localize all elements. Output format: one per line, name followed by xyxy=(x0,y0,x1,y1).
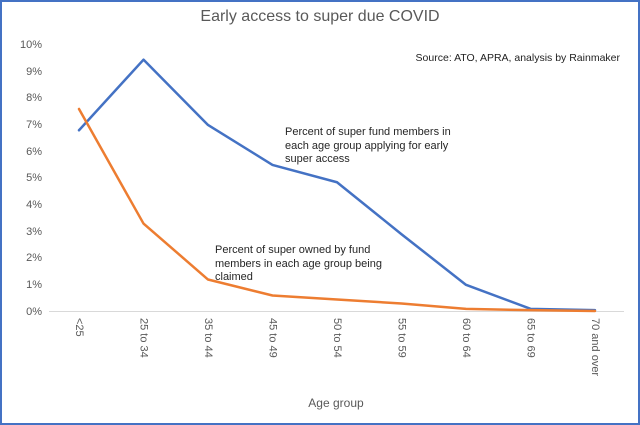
x-tick-label: <25 xyxy=(73,318,85,337)
x-tick-label: 45 to 49 xyxy=(266,318,279,358)
x-tick-label: 35 to 44 xyxy=(202,318,214,358)
y-tick-label: 9% xyxy=(26,65,42,78)
source-note: Source: ATO, APRA, analysis by Rainmaker xyxy=(415,52,620,64)
x-tick-label: 50 to 54 xyxy=(331,318,343,358)
y-tick-label: 5% xyxy=(26,172,42,185)
y-tick-label: 8% xyxy=(26,92,42,105)
y-tick-label: 10% xyxy=(19,39,42,51)
y-tick-label: 3% xyxy=(26,225,42,238)
y-tick-label: 7% xyxy=(26,118,42,131)
y-tick-label: 6% xyxy=(26,145,42,158)
chart-title: Early access to super due COVID xyxy=(200,8,440,25)
x-tick-label: 70 and over xyxy=(589,318,601,377)
x-tick-label: 60 to 64 xyxy=(460,318,472,358)
series-line-1 xyxy=(77,107,597,313)
series-annotation-owned: Percent of super owned by fund members i… xyxy=(215,244,382,283)
x-axis-title: Age group xyxy=(308,396,364,410)
x-tick-label: 55 to 59 xyxy=(395,318,408,358)
x-tick-label: 65 to 69 xyxy=(524,318,537,358)
y-tick-label: 1% xyxy=(26,278,42,291)
x-tick-label: 25 to 34 xyxy=(137,318,150,358)
y-tick-label: 2% xyxy=(26,252,42,265)
y-tick-label: 4% xyxy=(26,198,42,211)
series-annotation-members: Percent of super fund members in each ag… xyxy=(285,126,451,165)
series-line-0 xyxy=(77,58,597,312)
y-tick-label: 0% xyxy=(26,305,42,318)
